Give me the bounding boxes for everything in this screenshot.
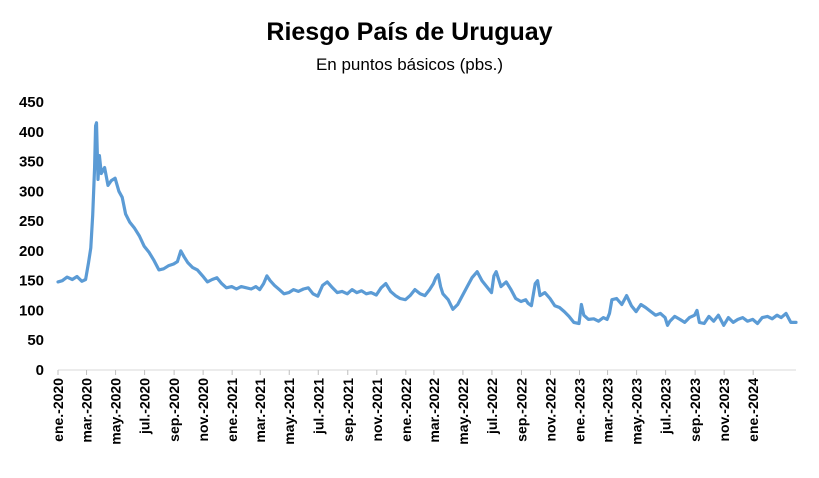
y-tick-label: 400 [19, 124, 44, 141]
x-tick-label: sep.-2021 [340, 378, 356, 442]
series-line [56, 121, 798, 327]
x-tick-label: mar.-2023 [600, 378, 616, 443]
x-tick-label: may.-2023 [629, 378, 645, 445]
x-tick-label: ene.-2023 [572, 378, 588, 442]
x-tick-label: nov.-2021 [369, 378, 385, 442]
y-tick-label: 100 [19, 302, 44, 319]
x-tick-label: jul.-2020 [137, 378, 153, 435]
chart-subtitle: En puntos básicos (pbs.) [315, 55, 504, 74]
x-tick-label: may.-2021 [281, 378, 297, 445]
x-tick-label: ene.-2024 [745, 378, 761, 442]
x-tick-label: mar.-2021 [252, 378, 268, 443]
x-tick-label: sep.-2020 [166, 378, 182, 442]
y-tick-label: 300 [19, 183, 44, 200]
y-tick-label: 50 [27, 332, 44, 349]
x-tick-label: mar.-2022 [426, 378, 442, 443]
x-tick-label: sep.-2023 [687, 378, 703, 442]
y-axis: 0 50 100 150 200 250 300 350 400 450 [19, 94, 44, 379]
x-tick-label: ene.-2021 [224, 378, 240, 442]
y-tick-label: 200 [19, 243, 44, 260]
x-tick-label: ene.-2022 [398, 378, 414, 442]
x-tick-label: nov.-2020 [195, 378, 211, 442]
x-tick-label: sep.-2022 [513, 378, 529, 442]
y-tick-label: 350 [19, 154, 44, 171]
x-tick-label: jul.-2021 [310, 378, 326, 435]
x-tick-label: nov.-2022 [542, 378, 558, 442]
x-tick-label: jul.-2023 [658, 378, 674, 435]
x-tick-label: may.-2020 [108, 378, 124, 445]
x-tick-label: ene.-2020 [50, 378, 66, 442]
y-tick-label: 250 [19, 213, 44, 230]
x-tick-label: nov.-2023 [716, 378, 732, 442]
x-tick-label: jul.-2022 [484, 378, 500, 435]
chart-title: Riesgo País de Uruguay [266, 18, 553, 46]
x-tick-label: may.-2022 [455, 378, 471, 445]
x-tick-label: mar.-2020 [79, 378, 95, 443]
x-axis: ene.-2020 mar.-2020 may.-2020 jul.-2020 sep.… [50, 369, 796, 445]
y-tick-label: 150 [19, 273, 44, 290]
series-layer [56, 121, 798, 327]
y-tick-label: 0 [36, 362, 44, 379]
y-tick-label: 450 [19, 94, 44, 111]
